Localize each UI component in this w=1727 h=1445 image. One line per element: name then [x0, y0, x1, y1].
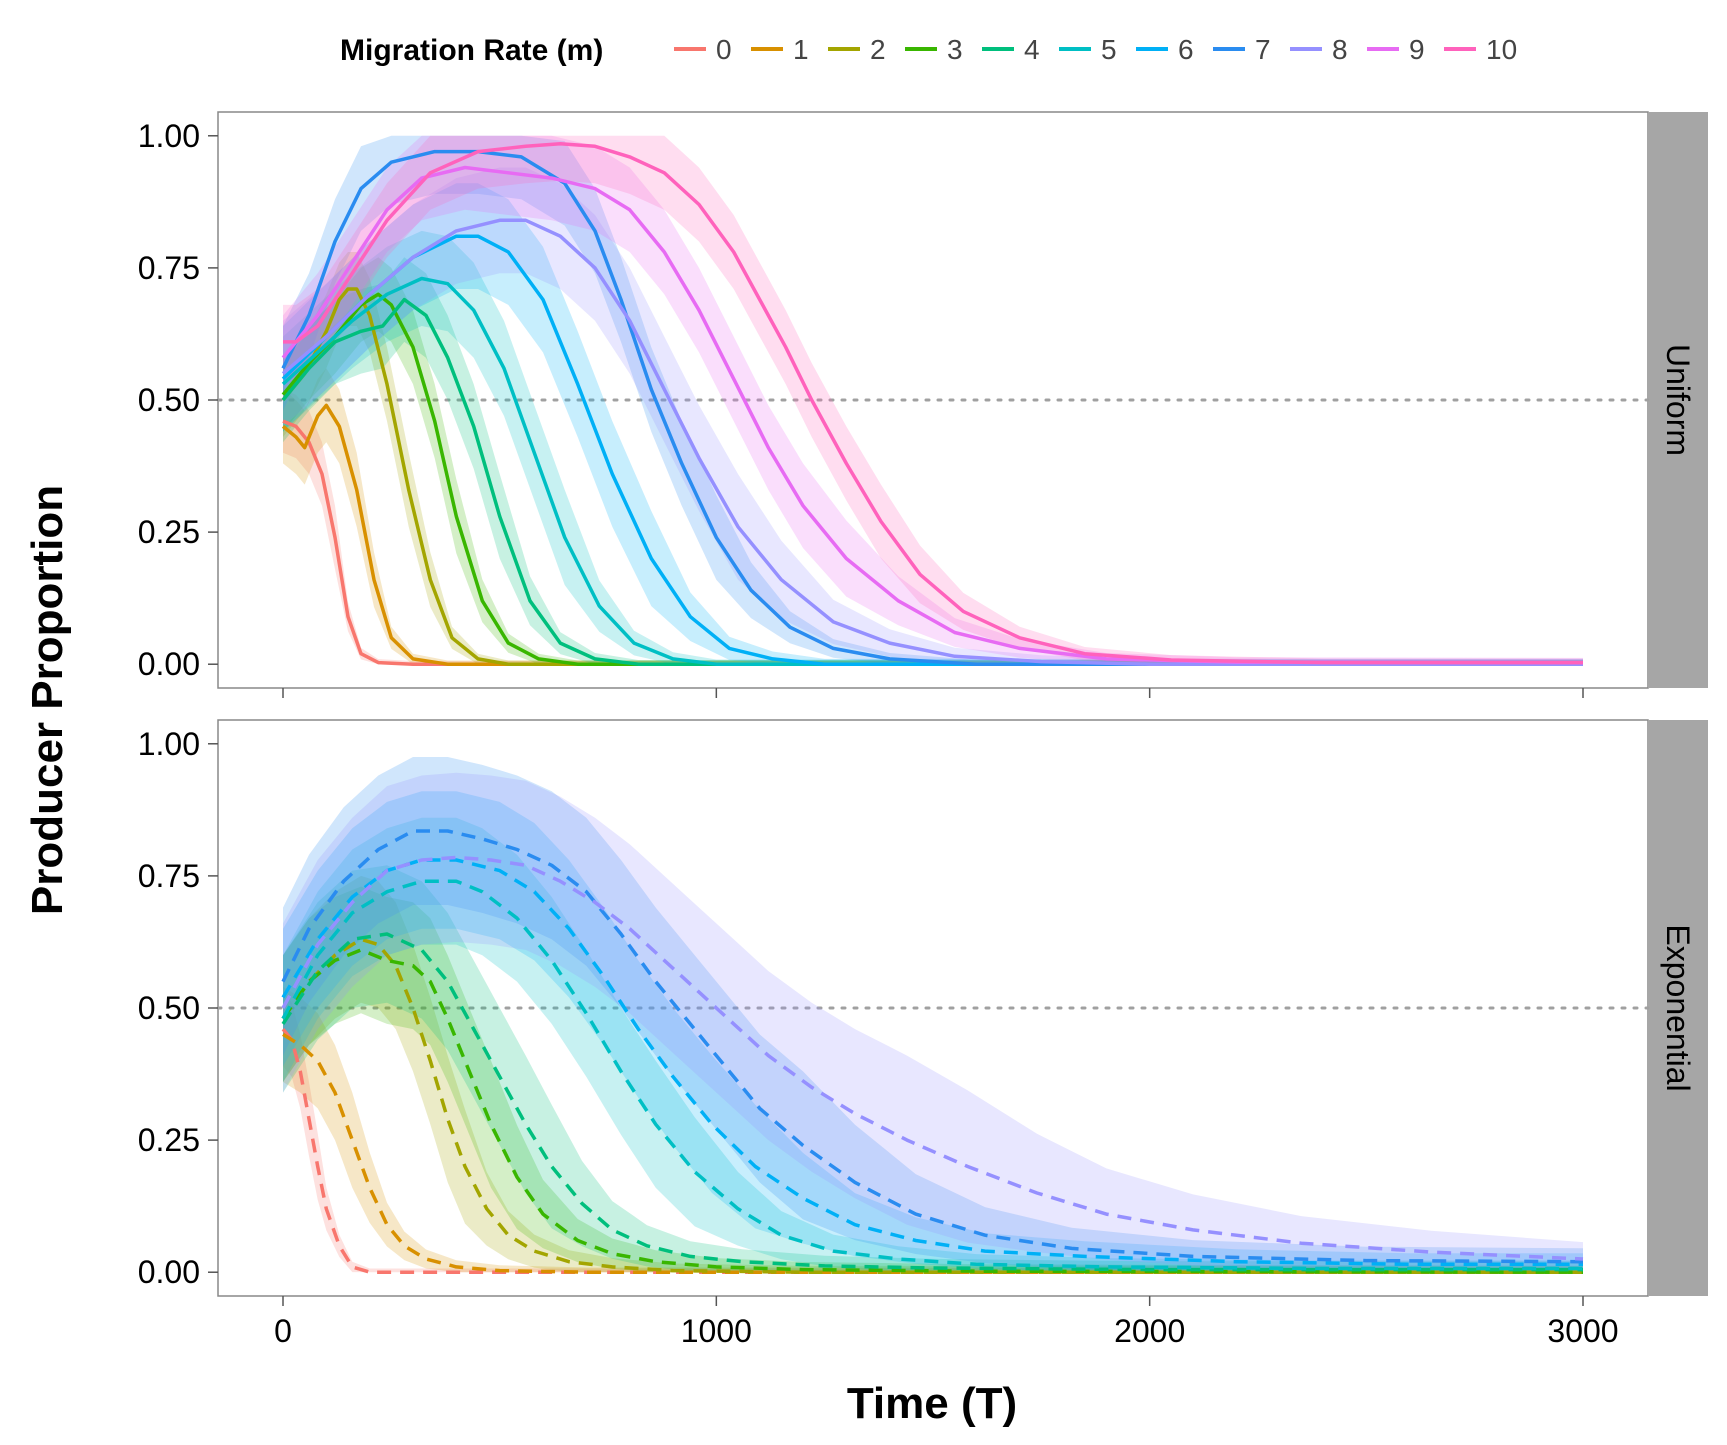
band-m6 [283, 183, 1583, 665]
band-m4 [283, 257, 1583, 665]
band-m6 [283, 791, 1583, 1273]
band-m9 [283, 135, 1583, 665]
legend-title: Migration Rate (m) [340, 34, 603, 67]
series-line-m3 [281, 948, 1584, 1274]
legend-label-6: 6 [1178, 34, 1194, 65]
legend-entry-4: 4 [982, 34, 1040, 65]
x-tick-label: 2000 [1114, 1313, 1185, 1349]
series-line-m4 [281, 297, 1583, 666]
lines [281, 829, 1584, 1274]
legend-entry-1: 1 [751, 34, 809, 65]
band-m4 [283, 865, 1583, 1273]
y-tick-label: 0.25 [138, 1122, 200, 1158]
y-tick-label: 0.50 [138, 990, 200, 1026]
legend-entry-3: 3 [905, 34, 963, 65]
x-tick-label: 0 [274, 1313, 292, 1349]
panels: Uniform 0.00 0.25 0.50 0.75 1.00 Exponential 0.… [138, 111, 1708, 1349]
band-m10 [283, 135, 1583, 665]
legend-entry-10: 10 [1444, 34, 1517, 65]
band-m8 [283, 772, 1583, 1273]
series-line-m10 [283, 141, 1583, 665]
series-line-m8 [281, 218, 1583, 666]
legend-label-8: 8 [1332, 34, 1348, 65]
series-line-m9 [281, 165, 1584, 665]
series-line-m4 [281, 932, 1583, 1272]
y-tick-label: 0.00 [138, 1254, 200, 1290]
legend-label-7: 7 [1255, 34, 1271, 65]
x-tick-label: 3000 [1547, 1313, 1618, 1349]
y-tick-label: 0.25 [138, 514, 200, 550]
legend-entries: 0 1 2 3 4 5 6 7 8 9 10 [674, 34, 1517, 65]
lines [281, 141, 1584, 666]
band-m1 [283, 986, 1583, 1273]
y-axis-title: Producer Proportion [23, 485, 72, 915]
series-line-m2 [281, 287, 1583, 666]
strip-background [1648, 720, 1708, 1296]
panel-uniform: Uniform 0.00 0.25 0.50 0.75 1.00 [138, 111, 1708, 698]
legend-label-9: 9 [1409, 34, 1425, 65]
legend-label-2: 2 [870, 34, 886, 65]
legend: Migration Rate (m) 0 1 2 3 4 5 6 7 8 9 10 [340, 34, 1517, 67]
legend-label-5: 5 [1101, 34, 1117, 65]
y-tick-label: 1.00 [138, 118, 200, 154]
series-line-m2 [281, 937, 1583, 1274]
legend-entry-0: 0 [674, 34, 732, 65]
series-line-m7 [281, 149, 1583, 666]
series-line-m5 [281, 276, 1583, 666]
band-m3 [283, 886, 1583, 1273]
series-line-m7 [281, 829, 1584, 1264]
y-tick-label: 1.00 [138, 726, 200, 762]
strip-label-uniform: Uniform [1660, 344, 1696, 456]
series-line-m5 [281, 879, 1583, 1271]
series-line-m0 [281, 1027, 1583, 1274]
legend-entry-2: 2 [828, 34, 886, 65]
strip-label-exponential: Exponential [1660, 924, 1696, 1091]
series-line-m8 [281, 855, 1584, 1261]
legend-label-1: 1 [793, 34, 809, 65]
legend-entry-5: 5 [1059, 34, 1117, 65]
legend-label-4: 4 [1024, 34, 1040, 65]
series-line-m1 [282, 1032, 1583, 1274]
legend-label-0: 0 [716, 34, 732, 65]
band-m5 [283, 230, 1583, 665]
x-axis-title: Time (T) [847, 1379, 1017, 1428]
legend-entry-9: 9 [1367, 34, 1425, 65]
series-line-m1 [281, 403, 1583, 666]
series-line-m0 [282, 419, 1583, 666]
y-tick-label: 0.00 [138, 646, 200, 682]
legend-entry-7: 7 [1213, 34, 1271, 65]
panel-exponential: Exponential 0.00 0.25 0.50 0.75 1.00 0 1000 2000… [138, 719, 1708, 1349]
x-tick-label: 1000 [681, 1313, 752, 1349]
legend-label-10: 10 [1486, 34, 1517, 65]
y-tick-label: 0.50 [138, 382, 200, 418]
y-tick-label: 0.75 [138, 250, 200, 286]
legend-entry-6: 6 [1136, 34, 1194, 65]
legend-entry-8: 8 [1290, 34, 1348, 65]
band-m8 [283, 167, 1583, 665]
strip-background [1648, 112, 1708, 688]
band-m7 [283, 757, 1583, 1273]
y-tick-label: 0.75 [138, 858, 200, 894]
legend-label-3: 3 [947, 34, 963, 65]
